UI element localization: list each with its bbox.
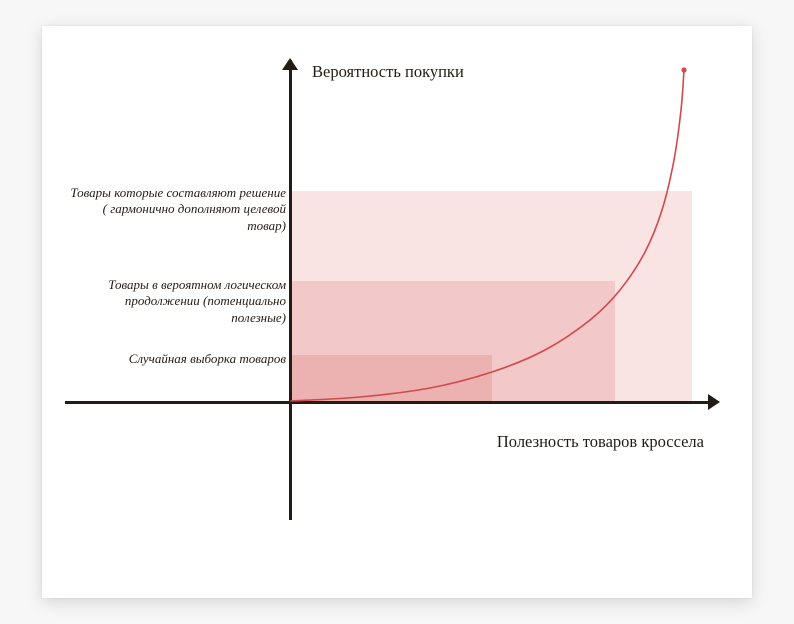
plot-area: Вероятность покупки Полезность товаров к… xyxy=(42,26,752,598)
chart-card: Вероятность покупки Полезность товаров к… xyxy=(42,26,752,598)
region-low-label: Случайная выборка товаров xyxy=(76,351,286,367)
y-axis-title: Вероятность покупки xyxy=(312,62,464,82)
region-mid-label: Товары в вероятном логическом продолжени… xyxy=(91,277,286,326)
region-high-label: Товары которые составляют решение ( гарм… xyxy=(64,185,286,234)
x-axis-title: Полезность товаров кроссела xyxy=(497,432,704,452)
